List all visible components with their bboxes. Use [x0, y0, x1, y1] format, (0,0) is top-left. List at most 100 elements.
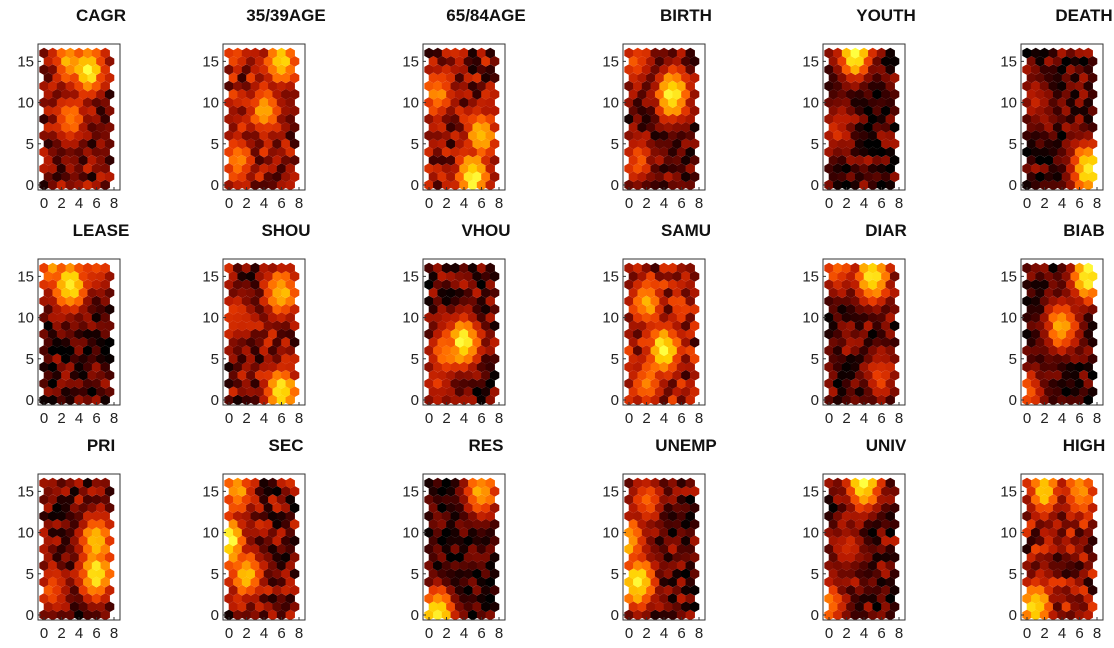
hex-cell — [424, 593, 434, 604]
y-tick-label: 5 — [211, 566, 219, 583]
hex-cell — [254, 336, 265, 348]
hex-cell — [476, 378, 487, 389]
hex-cell — [859, 477, 869, 489]
hex-cell — [450, 345, 460, 356]
hex-cell — [281, 154, 291, 166]
hex-cell — [481, 72, 491, 84]
hex-cell — [1070, 88, 1080, 100]
hex-cell — [428, 584, 439, 596]
hex-cell — [633, 609, 643, 621]
hex-cell — [428, 369, 439, 381]
hex-cell — [641, 295, 652, 307]
hex-cell — [250, 97, 260, 108]
hex-cell — [1022, 262, 1032, 274]
hex-cell — [272, 171, 282, 183]
hex-cell — [463, 72, 474, 84]
hex-cell — [237, 535, 247, 547]
hex-cell — [289, 287, 300, 299]
hex-cell — [476, 394, 487, 406]
hex-cell — [828, 353, 839, 365]
hex-cell — [233, 361, 243, 373]
hex-cell — [650, 146, 660, 158]
hex-cell — [659, 97, 669, 108]
hex-cell — [872, 270, 882, 282]
hex-cell — [78, 551, 89, 563]
hex-cell — [276, 328, 287, 340]
hex-cell — [424, 312, 434, 323]
hex-cell — [61, 535, 71, 547]
hex-cell — [285, 328, 295, 340]
hex-cell — [472, 568, 482, 580]
hex-cell — [43, 568, 54, 580]
hex-cell — [272, 121, 282, 133]
hex-cell — [254, 270, 265, 282]
hex-cell — [841, 130, 852, 141]
hex-cell — [1044, 55, 1054, 67]
hex-cell — [259, 560, 269, 571]
hex-cell — [454, 518, 465, 530]
hex-cell — [1022, 394, 1032, 406]
hex-cell — [228, 171, 239, 183]
hex-cell — [641, 146, 652, 158]
hex-cell — [837, 518, 847, 530]
hex-cell — [52, 369, 62, 381]
hex-cell — [69, 320, 80, 332]
y-tick-label: 10 — [602, 525, 619, 542]
hex-cell — [56, 262, 67, 274]
hex-cell — [281, 535, 291, 547]
hex-cell — [69, 353, 80, 365]
hex-cell — [441, 510, 452, 522]
hex-cell — [641, 113, 652, 125]
x-tick-label: 6 — [1075, 195, 1083, 212]
hex-cell — [74, 494, 84, 506]
hex-cell — [433, 47, 443, 59]
hex-cell — [104, 154, 115, 166]
hex-cell — [676, 113, 687, 125]
hex-cell — [889, 336, 900, 348]
hex-cell — [463, 353, 474, 365]
hex-cell — [676, 543, 687, 555]
x-tick-label: 2 — [57, 195, 65, 212]
hex-cell — [459, 510, 469, 522]
hex-cell — [672, 303, 682, 315]
hex-cell — [633, 179, 643, 191]
hex-cell — [624, 130, 634, 141]
hex-cell — [1087, 270, 1098, 282]
hex-cell — [489, 485, 500, 497]
hex-cell — [1074, 510, 1085, 522]
x-tick-label: 2 — [242, 195, 250, 212]
hex-cell — [1070, 121, 1080, 133]
hex-cell — [1044, 535, 1054, 547]
hex-cell — [65, 609, 75, 621]
hex-cell — [241, 64, 252, 76]
hex-cell — [228, 72, 239, 84]
hex-cell — [87, 601, 97, 613]
hex-cell — [685, 560, 695, 571]
hex-cell — [641, 130, 652, 141]
hex-cell — [863, 270, 874, 282]
hex-cell — [1079, 502, 1089, 514]
hex-cell — [859, 609, 869, 621]
hex-cell — [689, 584, 700, 596]
hex-cell — [78, 287, 89, 299]
hex-cell — [868, 47, 878, 59]
x-tick-label: 4 — [1058, 195, 1066, 212]
hex-cell — [450, 510, 460, 522]
hex-cell — [885, 80, 895, 92]
hex-cell — [228, 270, 239, 282]
hex-cell — [863, 601, 874, 613]
hex-cell — [876, 179, 887, 191]
hex-cell — [1079, 320, 1089, 332]
hex-cell — [285, 163, 295, 174]
hex-cell — [676, 262, 687, 274]
hex-cell — [489, 502, 500, 514]
hex-cell — [833, 345, 843, 356]
panel-title: UNEMP — [655, 436, 717, 455]
hex-cell — [1083, 130, 1093, 141]
hex-cell — [481, 568, 491, 580]
hex-cell — [241, 361, 252, 373]
hex-cell — [454, 353, 465, 365]
hex-cell — [841, 609, 852, 621]
